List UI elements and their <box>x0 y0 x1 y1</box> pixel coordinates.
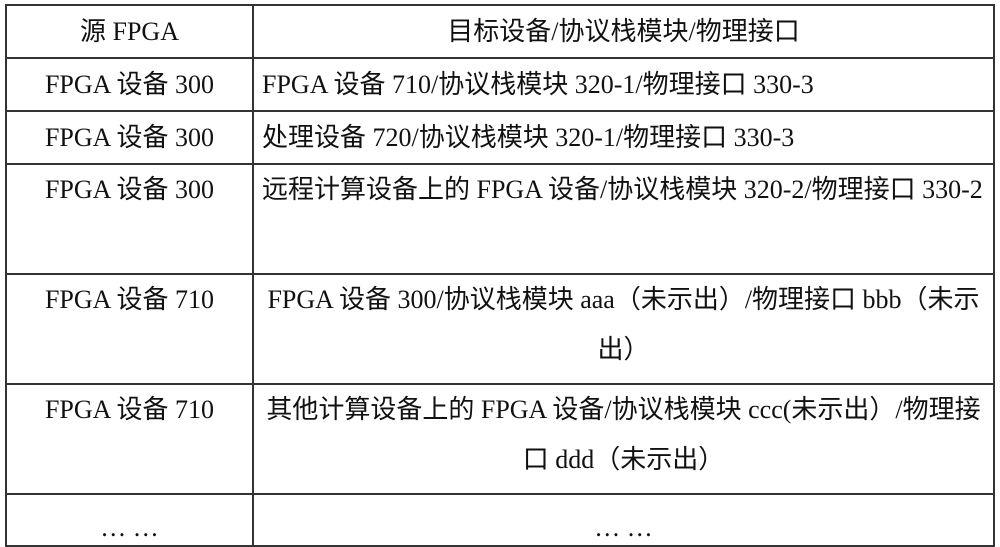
cell-source: FPGA 设备 300 <box>6 58 253 111</box>
header-source-fpga: 源 FPGA <box>6 5 253 58</box>
cell-target: 处理设备 720/协议栈模块 320-1/物理接口 330-3 <box>253 111 994 164</box>
routing-table: 源 FPGA 目标设备/协议栈模块/物理接口 FPGA 设备 300 FPGA … <box>5 4 995 547</box>
table-row: FPGA 设备 710 FPGA 设备 300/协议栈模块 aaa（未示出）/物… <box>6 274 994 384</box>
cell-target: 其他计算设备上的 FPGA 设备/协议栈模块 ccc(未示出）/物理接口 ddd… <box>253 384 994 494</box>
cell-source: FPGA 设备 300 <box>6 111 253 164</box>
cell-source: FPGA 设备 710 <box>6 274 253 384</box>
cell-target: 远程计算设备上的 FPGA 设备/协议栈模块 320-2/物理接口 330-2 <box>253 164 994 274</box>
cell-target: … … <box>253 494 994 546</box>
header-target: 目标设备/协议栈模块/物理接口 <box>253 5 994 58</box>
cell-target: FPGA 设备 710/协议栈模块 320-1/物理接口 330-3 <box>253 58 994 111</box>
table-row: FPGA 设备 300 FPGA 设备 710/协议栈模块 320-1/物理接口… <box>6 58 994 111</box>
cell-source: … … <box>6 494 253 546</box>
table-header-row: 源 FPGA 目标设备/协议栈模块/物理接口 <box>6 5 994 58</box>
table-row: FPGA 设备 300 处理设备 720/协议栈模块 320-1/物理接口 33… <box>6 111 994 164</box>
table-row: FPGA 设备 300 远程计算设备上的 FPGA 设备/协议栈模块 320-2… <box>6 164 994 274</box>
table-row: FPGA 设备 710 其他计算设备上的 FPGA 设备/协议栈模块 ccc(未… <box>6 384 994 494</box>
cell-target: FPGA 设备 300/协议栈模块 aaa（未示出）/物理接口 bbb（未示出） <box>253 274 994 384</box>
cell-source: FPGA 设备 300 <box>6 164 253 274</box>
table-row-ellipsis: … … … … <box>6 494 994 546</box>
cell-source: FPGA 设备 710 <box>6 384 253 494</box>
